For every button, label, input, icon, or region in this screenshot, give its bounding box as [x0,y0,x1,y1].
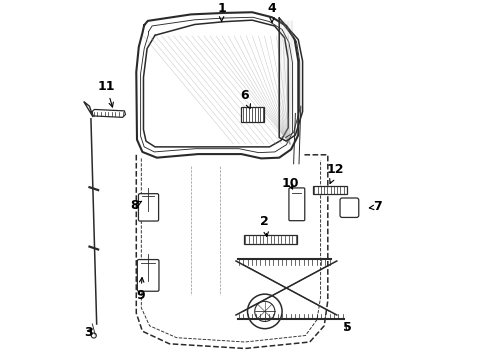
FancyBboxPatch shape [340,198,359,217]
Text: 4: 4 [268,3,276,22]
Text: 2: 2 [260,215,269,237]
Text: 6: 6 [241,89,250,109]
FancyBboxPatch shape [242,107,265,122]
Text: 10: 10 [281,177,299,190]
FancyBboxPatch shape [137,260,159,291]
Polygon shape [84,102,93,117]
Text: 5: 5 [343,321,352,334]
Text: 3: 3 [84,327,93,339]
FancyBboxPatch shape [289,188,305,221]
FancyBboxPatch shape [313,186,346,194]
Text: 9: 9 [136,278,145,302]
Text: 11: 11 [98,80,115,107]
FancyBboxPatch shape [139,194,159,221]
Text: 1: 1 [217,3,226,21]
Text: 7: 7 [369,201,382,213]
Text: 12: 12 [327,163,344,184]
Text: 8: 8 [130,199,142,212]
FancyBboxPatch shape [244,235,297,244]
